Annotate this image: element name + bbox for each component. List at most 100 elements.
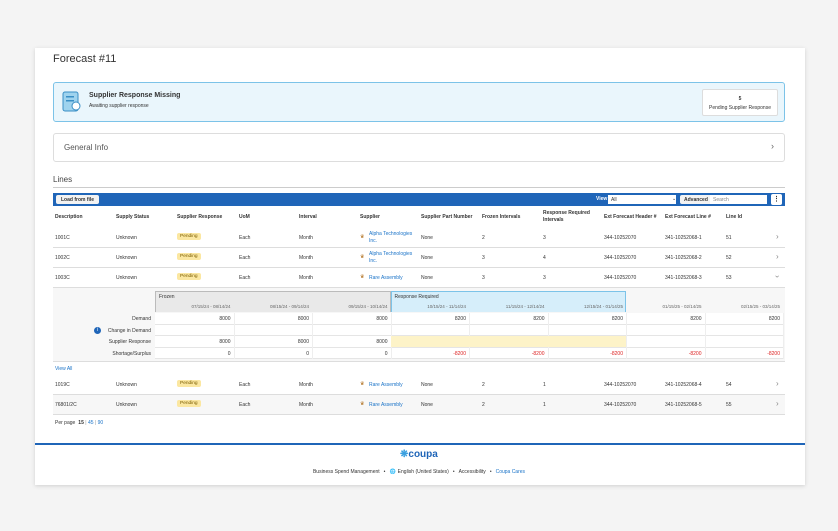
column-header: UoM <box>239 214 250 220</box>
globe-icon: 🌐 <box>389 469 396 475</box>
info-icon: i <box>94 326 101 334</box>
response-cell <box>547 336 626 347</box>
cell-border <box>312 324 313 336</box>
measure-value: 8200 <box>454 316 466 322</box>
supplier-icon: ♛ <box>360 381 365 387</box>
cell: Unknown <box>116 255 137 261</box>
cell: None <box>421 382 433 388</box>
advanced-button[interactable]: Advanced <box>680 195 712 204</box>
table-row[interactable]: 1001C Unknown Pending Each Month ♛ Alpha Techn… <box>53 228 785 248</box>
cell-border <box>469 324 470 336</box>
supplier-link[interactable]: Rare Assembly <box>369 275 403 281</box>
measure-value: -8200 <box>531 350 545 357</box>
lines-title: Lines <box>53 175 73 184</box>
cell: Unknown <box>116 402 137 408</box>
column-header: Supplier Part Number <box>421 214 473 220</box>
row-chevron: › <box>772 275 782 278</box>
cell-border <box>626 324 627 336</box>
page-size-option[interactable]: 90 <box>97 420 104 426</box>
banner-title: Supplier Response Missing <box>89 92 181 99</box>
table-row[interactable]: 1003C Unknown Pending Each Month ♛ Rare Assemb… <box>53 268 785 288</box>
measure-value: 8000 <box>376 316 388 322</box>
cell: 344-10252070 <box>604 402 637 408</box>
column-header: Response Required Intervals <box>543 210 590 223</box>
cell-border <box>547 347 549 359</box>
cell-border <box>390 313 392 325</box>
cell-border <box>390 324 392 336</box>
footer-links: Business Spend Management • 🌐 English (Unit… <box>0 469 838 475</box>
supplier-icon: ♛ <box>360 234 365 240</box>
table-row[interactable]: 1019C Unknown Pending Each Month ♛ Rare Assemb… <box>53 375 785 395</box>
supplier-link[interactable]: Alpha Technologies Inc. <box>369 231 413 244</box>
table-row[interactable]: 1002C Unknown Pending Each Month ♛ Alpha Techn… <box>53 248 785 268</box>
cell: None <box>421 235 433 241</box>
view-select[interactable]: All <box>608 195 676 204</box>
cell: 52 <box>726 255 732 261</box>
cell-border <box>704 313 706 325</box>
menu-button[interactable]: ⋮ <box>771 194 782 205</box>
measure-value: 8000 <box>297 316 309 322</box>
footer-logo: ❋coupa <box>400 449 438 460</box>
cell-border <box>312 347 313 359</box>
interval-group <box>626 291 783 312</box>
row-chevron: › <box>776 232 779 241</box>
cell-border <box>783 324 784 336</box>
supplier-link[interactable]: Rare Assembly <box>369 402 403 408</box>
view-all-link[interactable]: View All <box>55 366 73 372</box>
supplier-link[interactable]: Rare Assembly <box>369 382 403 388</box>
footer-link[interactable]: English (United States) <box>397 469 449 475</box>
cell: None <box>421 402 433 408</box>
search-input[interactable]: Search <box>710 195 767 204</box>
interval-group <box>390 291 626 312</box>
footer-link[interactable]: Business Spend Management <box>312 469 380 475</box>
footer-link[interactable]: Coupa Cares <box>495 469 526 475</box>
cell-border <box>233 324 235 336</box>
separator: • <box>383 469 386 475</box>
footer-link[interactable]: Accessibility <box>458 469 486 475</box>
cell: 53 <box>726 275 732 281</box>
cell: 1019C <box>55 382 70 388</box>
table-row[interactable]: 76801/2C Unknown Pending Each Month ♛ Rare Ass… <box>53 395 785 415</box>
page-size-option[interactable]: 15 <box>78 420 84 426</box>
cell-border <box>547 324 549 336</box>
cell-border <box>783 313 784 325</box>
separator: • <box>489 469 492 475</box>
cell: 344-10252070 <box>604 382 637 388</box>
pagination-label: Per page <box>55 420 76 426</box>
column-header: Line Id <box>726 214 743 220</box>
general-info-label: General Info <box>64 143 109 152</box>
cell: 2 <box>482 235 485 241</box>
measure-value: 0 <box>384 350 388 357</box>
measure-label: Change in Demand <box>107 327 151 334</box>
measure-value: -8200 <box>610 350 623 357</box>
supplier-link[interactable]: Alpha Technologies Inc. <box>369 251 413 264</box>
lines-table: Description Supply Status Supplier Respons… <box>53 206 785 436</box>
load-button[interactable]: Load from file <box>56 195 100 204</box>
measure-value: 8000 <box>297 339 309 345</box>
general-info-panel[interactable]: General Info › <box>53 133 785 162</box>
cell: 3 <box>543 275 546 281</box>
column-header: Ext Forecast Header # <box>604 214 657 220</box>
response-cell <box>469 336 548 347</box>
cell: 2 <box>482 402 485 408</box>
cell: 344-10252070 <box>604 235 637 241</box>
view-label: View <box>596 196 608 202</box>
count-box[interactable]: 5 Pending Supplier Response <box>702 89 778 116</box>
period-label: 11/15/24 - 12/14/24 <box>505 304 545 309</box>
cell-border <box>626 313 627 325</box>
cell-border <box>233 313 235 325</box>
cell: 341-10252068-2 <box>665 255 702 261</box>
cell: Month <box>299 382 313 388</box>
measure-value: -8200 <box>688 350 702 357</box>
cell: 51 <box>726 235 732 241</box>
banner-subtitle: Awaiting supplier response <box>89 103 149 109</box>
toolbar: Load from file View All ⌄ Advanced Searc… <box>53 193 785 206</box>
alert-icon <box>62 91 81 112</box>
page-size-option[interactable]: 45 <box>87 420 94 426</box>
measure-value: -8200 <box>767 350 780 357</box>
pending-label: Pending Supplier Response <box>709 105 771 111</box>
cell: Each <box>239 275 251 281</box>
cell: Month <box>299 275 313 281</box>
measure-value: -8200 <box>453 350 466 357</box>
supplier-icon: ♛ <box>360 401 365 407</box>
